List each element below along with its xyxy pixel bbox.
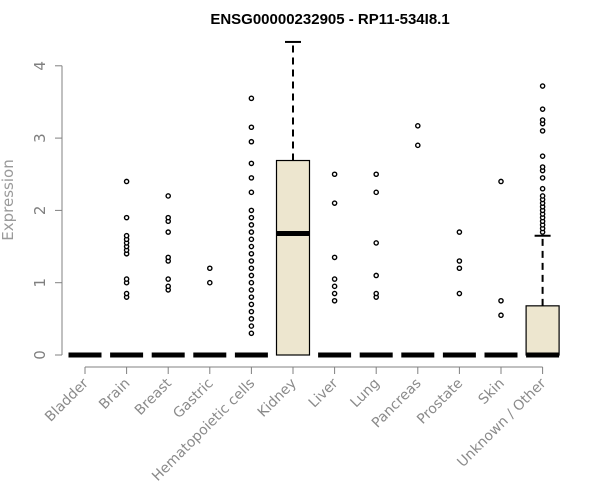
outlier-point (373, 272, 380, 279)
outlier-point (248, 330, 255, 337)
x-tick-label: Kidney (255, 376, 300, 421)
outlier-point (539, 83, 546, 89)
outlier-point (123, 290, 130, 297)
outlier-point (539, 175, 546, 181)
outlier-point (206, 279, 213, 286)
y-tick-label: 3 (31, 133, 49, 143)
y-tick-label: 0 (31, 350, 49, 360)
box-series (68, 40, 560, 358)
box-breast (151, 193, 185, 358)
outlier-point (331, 290, 338, 297)
outlier-point (206, 265, 213, 272)
x-tick-label: Lung (348, 376, 383, 411)
outlier-point (498, 178, 504, 185)
y-tick-label: 1 (31, 278, 49, 288)
box-kidney (275, 40, 311, 356)
outlier-point (248, 258, 255, 264)
outlier-point (248, 287, 255, 293)
outlier-point (248, 294, 255, 300)
outlier-point (248, 272, 255, 279)
outlier-point (498, 297, 504, 304)
box-gastric (193, 265, 227, 358)
outlier-point (248, 214, 255, 221)
x-tick-label: Prostate (414, 376, 466, 428)
box-iqr (275, 159, 311, 356)
y-axis: 0 1 2 3 4 (31, 61, 63, 360)
outlier-point (123, 214, 130, 221)
outlier-point (165, 229, 171, 235)
outlier-point (248, 243, 255, 250)
outlier-point (248, 323, 255, 329)
outlier-point (165, 283, 171, 290)
outlier-point (539, 164, 546, 170)
outlier-point (248, 229, 255, 235)
outlier-point (248, 250, 255, 257)
outlier-point (248, 308, 255, 315)
outlier-point (331, 283, 338, 290)
outlier-point (248, 279, 255, 286)
outlier-point (165, 193, 171, 199)
outlier-point (248, 95, 255, 102)
box-skin (484, 178, 518, 358)
x-tick-label: Bladder (42, 375, 92, 425)
outlier-point (373, 171, 380, 178)
y-axis-label: Expression (0, 159, 17, 240)
outlier-point (248, 189, 255, 196)
outlier-point (248, 265, 255, 272)
outlier-point (165, 254, 171, 261)
x-tick-label: Brain (96, 376, 133, 413)
outlier-point (248, 301, 255, 308)
outlier-point (414, 123, 421, 129)
outlier-point (539, 128, 546, 134)
outlier-point (331, 171, 338, 178)
outlier-point (498, 312, 504, 319)
box-pancreas (401, 123, 435, 358)
outlier-point (248, 207, 255, 214)
outlier-point (331, 276, 338, 282)
box-iqr (525, 305, 560, 356)
outlier-point (331, 254, 338, 261)
outlier-point (539, 106, 546, 112)
outlier-point (165, 214, 171, 221)
y-tick-label: 4 (31, 61, 49, 71)
outlier-point (248, 175, 255, 181)
outlier-point (456, 229, 463, 235)
outlier-point (373, 189, 380, 196)
box-lung (359, 171, 393, 358)
outlier-point (248, 316, 255, 322)
outlier-point (539, 153, 546, 159)
outlier-point (123, 276, 130, 282)
outlier-point (248, 124, 255, 131)
y-tick-label: 2 (31, 206, 49, 216)
outlier-point (539, 193, 546, 199)
outlier-point (331, 200, 338, 206)
outlier-point (123, 232, 130, 239)
outlier-point (373, 240, 380, 246)
x-tick-label: Skin (475, 376, 507, 408)
outlier-point (456, 290, 463, 297)
outlier-point (539, 117, 546, 123)
outlier-point (456, 265, 463, 272)
outlier-point (539, 185, 546, 192)
outlier-point (373, 290, 380, 297)
x-tick-label: Breast (132, 375, 176, 419)
box-liver (318, 171, 352, 358)
x-tick-label: Liver (306, 375, 342, 411)
outlier-point (123, 178, 130, 185)
box-hematopoietic-cells (234, 95, 268, 358)
outlier-point (248, 222, 255, 228)
outlier-point (331, 297, 338, 304)
outlier-point (414, 142, 421, 149)
box-unknown-other (525, 83, 560, 358)
outlier-point (165, 276, 171, 282)
outlier-point (248, 236, 255, 243)
box-brain (110, 178, 144, 358)
outlier-point (248, 138, 255, 145)
outlier-point (248, 160, 255, 167)
chart-title: ENSG00000232905 - RP11-534I8.1 (210, 11, 449, 28)
box-prostate (442, 229, 476, 358)
outlier-point (456, 258, 463, 264)
